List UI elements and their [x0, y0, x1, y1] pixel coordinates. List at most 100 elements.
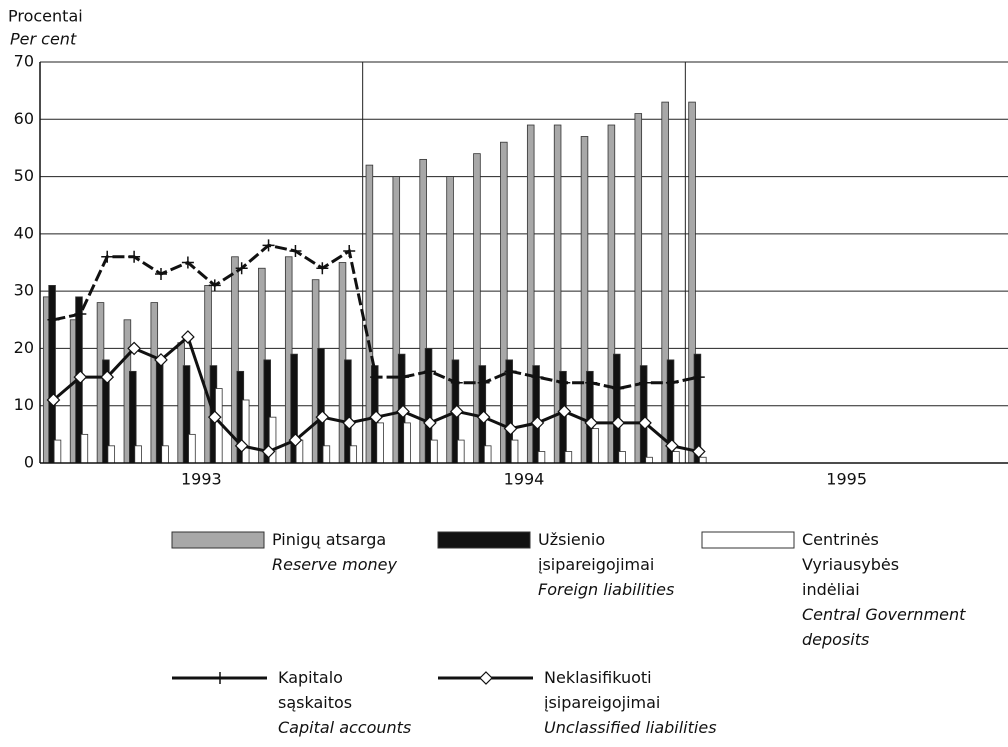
- legend-swatch: [437, 531, 531, 549]
- marker: [585, 376, 598, 389]
- marker: [691, 444, 706, 459]
- y-axis-label-en: Per cent: [10, 30, 77, 49]
- marker: [155, 267, 167, 280]
- marker: [639, 376, 651, 389]
- bar: [457, 439, 465, 464]
- legend-marker: [479, 671, 493, 685]
- y-tick-label: 20: [14, 338, 34, 357]
- marker: [46, 393, 61, 407]
- legend-entry: Centrinės Vyriausybės indėliai Central Go…: [802, 527, 992, 652]
- marker: [127, 341, 141, 356]
- marker: [584, 416, 599, 430]
- bar: [699, 456, 707, 464]
- marker: [449, 404, 464, 419]
- bar: [483, 445, 492, 464]
- marker: [154, 353, 168, 367]
- marker: [235, 262, 248, 275]
- marker: [397, 371, 409, 384]
- bar: [161, 445, 169, 464]
- bar: [613, 353, 621, 464]
- marker: [342, 416, 357, 430]
- marker: [638, 416, 652, 430]
- y-tick-label: 40: [14, 223, 34, 242]
- bar: [107, 445, 116, 464]
- legend-label-en: Reserve money: [272, 555, 397, 574]
- marker: [343, 245, 356, 258]
- marker: [316, 262, 329, 275]
- marker: [261, 444, 276, 459]
- legend-entry: Kapitalo sąskaitos Capital accounts: [278, 665, 438, 740]
- marker: [423, 365, 436, 378]
- legend-label: Kapitalo sąskaitos: [278, 668, 353, 712]
- bar: [53, 439, 62, 464]
- bar: [645, 456, 653, 464]
- marker: [611, 416, 625, 430]
- x-group-label: 1995: [826, 470, 867, 489]
- bar: [134, 445, 142, 464]
- marker: [128, 250, 141, 263]
- bar: [241, 399, 250, 464]
- bar: [48, 285, 56, 464]
- y-tick-label: 30: [14, 281, 34, 300]
- legend-label: Pinigų atsarga: [272, 530, 387, 549]
- marker: [558, 376, 571, 389]
- bar: [188, 433, 196, 464]
- legend-label-en: Central Government deposits: [802, 605, 966, 649]
- marker: [207, 410, 222, 425]
- legend-label: Neklasifikuoti įsipareigojimai: [544, 668, 661, 712]
- legend-swatch: [171, 531, 265, 549]
- marker: [423, 416, 437, 430]
- marker: [557, 404, 572, 419]
- bar: [376, 422, 384, 464]
- y-tick-label: 0: [24, 453, 34, 472]
- marker: [504, 365, 517, 378]
- bar: [537, 451, 546, 464]
- bar: [403, 422, 411, 464]
- marker: [181, 256, 194, 269]
- marker: [369, 410, 383, 425]
- marker: [370, 371, 383, 384]
- bar: [618, 451, 626, 464]
- marker: [181, 330, 195, 344]
- x-group-label: 1994: [504, 470, 545, 489]
- bar: [430, 439, 438, 464]
- y-axis-label: Procentai: [8, 7, 83, 26]
- bar: [349, 445, 358, 464]
- legend-swatch: [701, 531, 795, 549]
- marker: [101, 250, 114, 263]
- marker: [47, 313, 60, 326]
- bar: [80, 433, 89, 464]
- marker: [503, 421, 518, 436]
- legend-marker: [214, 672, 226, 684]
- marker: [612, 382, 625, 395]
- y-tick-label: 70: [14, 52, 34, 71]
- legend-entry: Užsienio įsipareigojimai Foreign liabilit…: [538, 527, 708, 602]
- marker: [234, 438, 249, 453]
- marker: [692, 371, 705, 384]
- marker: [208, 279, 221, 292]
- marker: [74, 308, 87, 321]
- marker: [396, 404, 410, 419]
- bar: [322, 445, 331, 464]
- legend-label-en: Foreign liabilities: [538, 580, 675, 599]
- marker: [531, 371, 544, 384]
- legend-label: Centrinės Vyriausybės indėliai: [802, 530, 900, 599]
- marker: [665, 376, 678, 389]
- bar: [591, 428, 600, 464]
- marker: [530, 416, 545, 430]
- legend-label-en: Capital accounts: [278, 718, 412, 737]
- legend-entry: Neklasifikuoti įsipareigojimai Unclassifi…: [544, 665, 744, 740]
- marker: [477, 376, 490, 389]
- bar: [639, 365, 648, 464]
- marker: [262, 239, 275, 252]
- marker: [100, 370, 115, 384]
- bar: [564, 451, 573, 464]
- legend-label: Užsienio įsipareigojimai: [538, 530, 655, 574]
- x-group-label: 1993: [181, 470, 222, 489]
- y-tick-label: 60: [14, 109, 34, 128]
- legend-label-en: Unclassified liabilities: [544, 718, 717, 737]
- marker: [288, 433, 303, 447]
- bar: [672, 451, 680, 464]
